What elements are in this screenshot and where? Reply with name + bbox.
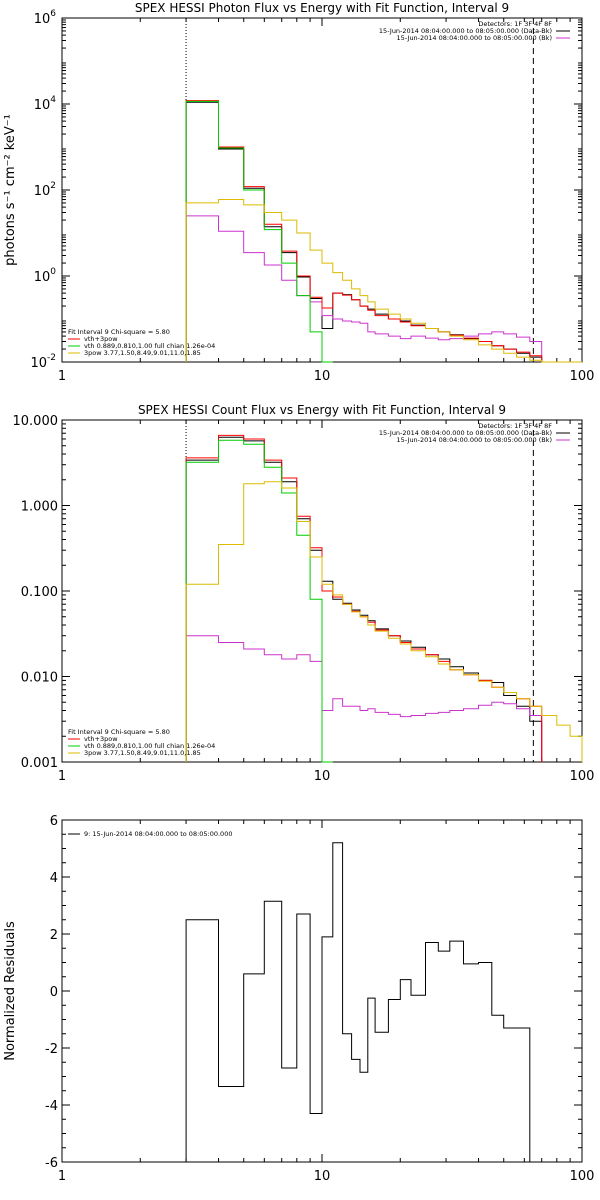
chart1-legend-entry: 3pow 3.77,1.50,8.49,9.01,11.0,1.85 — [84, 749, 201, 757]
chart0-legend-entry: vth 0.889,0.810,1.00 full chian 1.26e-04 — [84, 342, 215, 350]
chart1-annotation-line: 15-Jun-2014 08:04:00.000 to 08:05:00.000… — [397, 436, 552, 444]
chart2-ytick-label: -4 — [45, 1099, 58, 1114]
chart2-ytick-label: -2 — [45, 1042, 58, 1057]
chart0-series-bk — [185, 215, 543, 362]
chart2-ytick-label: 6 — [50, 814, 58, 829]
chart1-ytick-label: 0.010 — [21, 671, 58, 686]
chart1-ytick-label: 0.100 — [21, 585, 58, 600]
chart0-ytick-base: 10 — [34, 184, 51, 199]
chart0: SPEX HESSI Photon Flux vs Energy with Fi… — [3, 1, 594, 384]
chart1-title: SPEX HESSI Count Flux vs Energy with Fit… — [138, 403, 506, 417]
chart2: 1 10 100 -6 -4 -2 0 2 4 6 Normalized Residuals 9: 1… — [3, 814, 594, 1184]
chart0-annotation-line: Detectors: 1F 3F 4F 8F — [478, 20, 552, 28]
chart1-xtick-label: 1 — [58, 769, 66, 784]
chart2-xtick-label: 100 — [570, 1169, 595, 1184]
chart2-ytick-label: 4 — [50, 871, 58, 886]
chart0-ytick-base: 10 — [34, 12, 51, 27]
chart1-xtick-label: 10 — [314, 769, 331, 784]
chart0-legend-entry: vth+3pow — [84, 335, 118, 343]
chart2-series-residuals — [185, 842, 542, 1163]
chart1-series-3pow — [185, 481, 583, 762]
chart1-xtick-label: 100 — [570, 769, 595, 784]
chart0-ytick-base: 10 — [30, 356, 47, 371]
chart2-ytick-label: -6 — [45, 1156, 58, 1171]
chart0-ytick-label: 10-2 — [30, 353, 56, 371]
chart0-ytick-label: 104 — [34, 95, 57, 113]
chart0-ytick-label: 106 — [34, 9, 57, 27]
chart2-legend-entry: 9: 15-Jun-2014 08:04:00.000 to 08:05:00.… — [84, 830, 232, 838]
chart1-series-bk — [185, 635, 543, 762]
chart0-ytick-exp: 4 — [50, 95, 56, 105]
chart1-annotation-line: Detectors: 1F 3F 4F 8F — [478, 422, 552, 430]
chart0-annotation-line: 15-Jun-2014 08:04:00.000 to 08:05:00.000… — [397, 34, 552, 42]
chart0-ytick-exp: 2 — [50, 181, 56, 191]
chart0-ytick-exp: 0 — [50, 267, 56, 277]
chart2-ytick-label: 2 — [50, 928, 58, 943]
chart0-ytick-exp: -2 — [47, 353, 56, 363]
chart1: SPEX HESSI Count Flux vs Energy with Fit… — [13, 403, 595, 784]
chart1-series-data-bk — [185, 436, 543, 762]
chart2-ylabel: Normalized Residuals — [3, 921, 18, 1061]
chart2-ytick-label: 0 — [50, 985, 58, 1000]
chart2-xtick-label: 10 — [314, 1169, 331, 1184]
chart1-ytick-label: 0.001 — [21, 756, 58, 771]
chart0-ytick-label: 100 — [34, 267, 57, 285]
chart0-ytick-exp: 6 — [50, 9, 56, 19]
chart1-ytick-label: 1.000 — [21, 500, 58, 515]
chart0-xtick-label: 100 — [570, 369, 595, 384]
chart0-ytick-base: 10 — [34, 98, 51, 113]
chart1-series-vth-3pow — [185, 434, 543, 762]
chart0-xtick-label: 10 — [314, 369, 331, 384]
chart1-ytick-label: 10.000 — [13, 414, 59, 429]
chart0-annotation-line: 15-Jun-2014 08:04:00.000 to 08:05:00.000… — [379, 27, 552, 35]
chart0-legend-entry: 3pow 3.77,1.50,8.49,9.01,11.0,1.85 — [84, 349, 201, 357]
chart1-legend-entry: vth 0.889,0.810,1.00 full chian 1.26e-04 — [84, 742, 215, 750]
chart2-xtick-label: 1 — [58, 1169, 66, 1184]
chart0-ytick-base: 10 — [34, 270, 51, 285]
chart0-series-vth — [185, 100, 333, 363]
chart1-series-vth — [185, 439, 333, 763]
chart0-ytick-label: 102 — [34, 181, 56, 199]
chart0-legend-entry: Fit Interval 9 Chi-square = 5.80 — [68, 328, 170, 336]
chart1-legend-entry: vth+3pow — [84, 735, 118, 743]
chart1-legend-entry: Fit Interval 9 Chi-square = 5.80 — [68, 728, 170, 736]
chart0-title: SPEX HESSI Photon Flux vs Energy with Fi… — [135, 1, 509, 15]
chart1-annotation-line: 15-Jun-2014 08:04:00.000 to 08:05:00.000… — [379, 429, 552, 437]
chart0-ylabel: photons s⁻¹ cm⁻² keV⁻¹ — [3, 114, 18, 266]
chart0-xtick-label: 1 — [58, 369, 66, 384]
chart0-series-3pow — [185, 199, 582, 363]
